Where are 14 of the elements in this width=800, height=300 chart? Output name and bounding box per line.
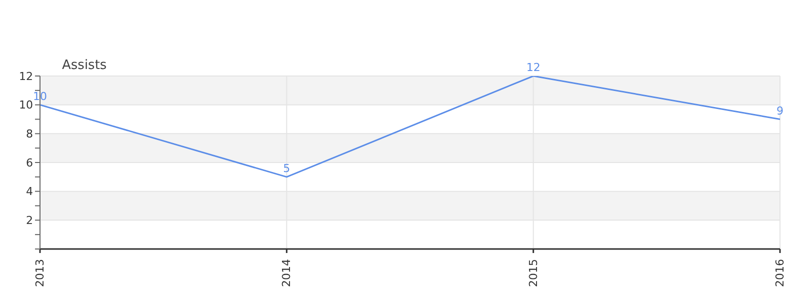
data-label: 5 [283, 162, 290, 175]
data-label: 9 [776, 104, 784, 118]
y-tick-label: 6 [26, 156, 33, 170]
y-tick-label: 8 [26, 128, 33, 141]
y-axis-title: Assists [62, 58, 107, 73]
y-tick-label: 10 [19, 98, 33, 112]
y-tick-label: 12 [19, 70, 33, 83]
y-tick-label: 4 [26, 185, 33, 198]
y-tick-label: 2 [26, 214, 33, 228]
x-tick-label: 2016 [774, 259, 786, 287]
x-tick-label: 2014 [280, 259, 294, 287]
data-label: 12 [526, 61, 540, 74]
x-tick-label: 2015 [526, 259, 540, 287]
x-tick-label: 2013 [34, 259, 46, 287]
